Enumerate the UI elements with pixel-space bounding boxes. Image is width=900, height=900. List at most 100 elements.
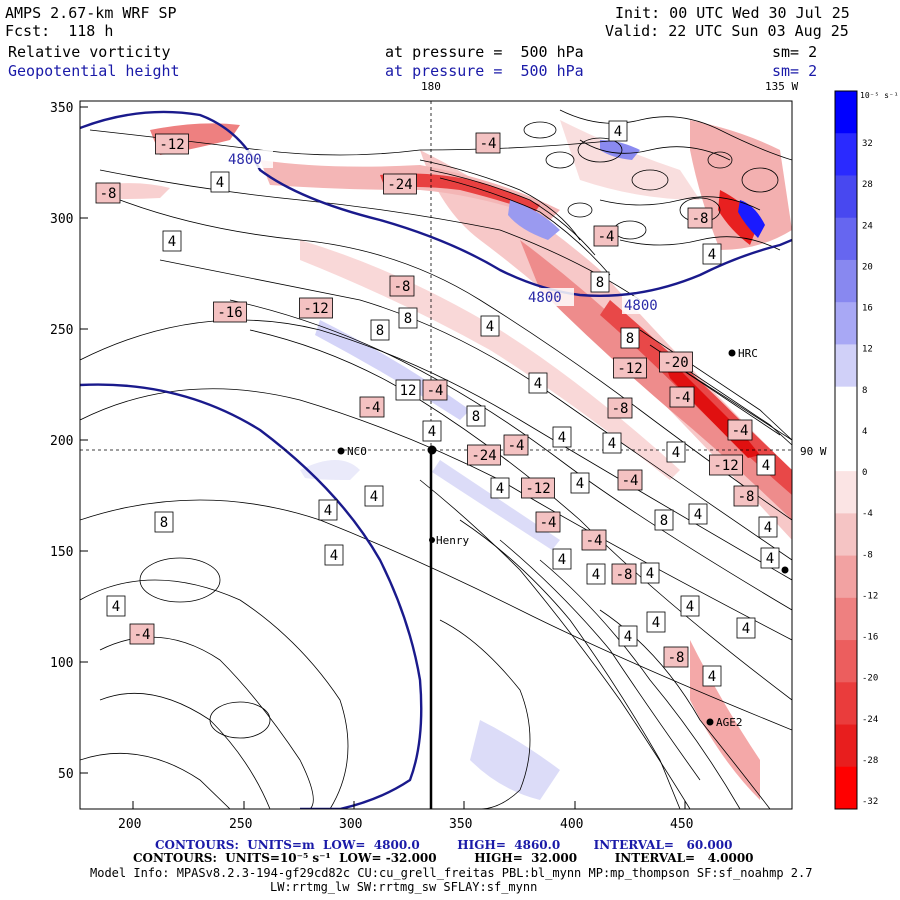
vorticity-label: -4 — [622, 473, 639, 489]
vorticity-label-box — [370, 319, 390, 341]
y-tick-label: 100 — [50, 656, 73, 671]
vorticity-label-box — [760, 547, 780, 569]
vorticity-label-box — [95, 182, 121, 204]
vorticity-label-box — [607, 397, 633, 419]
colorbar-label: 24 — [862, 221, 873, 231]
vorticity-label-box — [608, 120, 628, 142]
x-tick-label: 400 — [560, 817, 583, 832]
colorbar-label: -16 — [862, 633, 878, 643]
vorticity-label: 4 — [496, 481, 504, 497]
vorticity-label-box — [593, 225, 619, 247]
vorticity-label-box — [590, 271, 610, 293]
colorbar-label: -28 — [862, 756, 878, 766]
vorticity-label: 4 — [534, 376, 542, 392]
height-label: 4800 — [624, 298, 658, 314]
vorticity-label: 4 — [428, 424, 436, 440]
vorticity-label: 4 — [686, 599, 694, 615]
vorticity-label-box — [324, 544, 344, 566]
vorticity-label: 4 — [762, 458, 770, 474]
vorticity-label: 4 — [766, 551, 774, 567]
vorticity-label: -8 — [692, 211, 709, 227]
vorticity-label: -12 — [617, 361, 642, 377]
vorticity-label-box — [709, 454, 743, 476]
vorticity-label: 4 — [330, 548, 338, 564]
vorticity-label-box — [359, 396, 385, 418]
vorticity-label: 4 — [558, 552, 566, 568]
lon-label-90w: 90 W — [800, 445, 827, 458]
vorticity-label: 4 — [168, 234, 176, 250]
vorticity-label: -16 — [217, 305, 242, 321]
lon-label-135w: 135 W — [765, 80, 798, 93]
valid-time: Valid: 22 UTC Sun 03 Aug 25 — [605, 22, 849, 40]
y-tick-label: 150 — [50, 545, 73, 560]
vorticity-label-box — [395, 379, 421, 401]
colorbar-swatch — [835, 344, 857, 388]
colorbar-swatch — [835, 471, 857, 514]
colorbar-label: -8 — [862, 550, 873, 560]
field1-name: Relative vorticity — [8, 43, 171, 61]
vorticity-label-box — [756, 454, 776, 476]
field2-name: Geopotential height — [8, 62, 180, 80]
vorticity-label-box — [490, 477, 510, 499]
stations: NCO Henry HRC AGE2 — [337, 347, 789, 729]
colorbar-label: -4 — [862, 509, 873, 519]
vorticity-label: -4 — [586, 533, 603, 549]
vorticity-label: -24 — [471, 448, 496, 464]
vorticity-label: 8 — [596, 275, 604, 291]
colorbar-label: 32 — [862, 139, 873, 149]
vorticity-label-box — [618, 625, 638, 647]
vorticity-label-box — [758, 516, 778, 538]
vorticity-label: 4 — [708, 669, 716, 685]
vorticity-label-box — [669, 386, 695, 408]
vorticity-label-box — [299, 297, 333, 319]
vorticity-label-box — [155, 133, 189, 155]
vorticity-label-box — [422, 420, 442, 442]
vorticity-label: -8 — [394, 279, 411, 295]
colorbar-swatch — [835, 217, 857, 261]
vorticity-label-box — [503, 434, 529, 456]
vorticity-label-box — [467, 444, 501, 466]
y-tick-label: 300 — [50, 212, 73, 227]
vorticity-label: -24 — [387, 177, 412, 193]
vorticity-label: 4 — [624, 629, 632, 645]
vorticity-label: 4 — [742, 621, 750, 637]
vorticity-label-box — [688, 503, 708, 525]
vorticity-label-box — [535, 511, 561, 533]
field2-smoothing: sm= 2 — [772, 62, 818, 80]
colorbar-swatch — [835, 597, 857, 641]
vorticity-label: 8 — [626, 331, 634, 347]
vorticity-label: 4 — [112, 599, 120, 615]
vorticity-label-box — [389, 275, 415, 297]
footer-vorticity-contours: CONTOURS: UNITS=10⁻⁵ s⁻¹ LOW= -32.000 HI… — [133, 851, 754, 865]
vorticity-label-box — [383, 173, 417, 195]
vorticity-label-box — [528, 372, 548, 394]
colorbar-swatch — [835, 513, 857, 557]
vorticity-label: -12 — [713, 458, 738, 474]
vorticity-label-box — [680, 595, 700, 617]
vorticity-label: 4 — [608, 436, 616, 452]
vorticity-label: 4 — [486, 319, 494, 335]
field1-pressure: at pressure = 500 hPa — [385, 43, 584, 61]
vorticity-label: 4 — [764, 520, 772, 536]
vorticity-label: 4 — [672, 445, 680, 461]
vorticity-label-box — [364, 485, 384, 507]
vorticity-label-box — [617, 469, 643, 491]
colorbar-swatch — [835, 302, 857, 345]
vorticity-label-box — [475, 132, 501, 154]
vorticity-label: 4 — [614, 124, 622, 140]
vorticity-label-box — [736, 617, 756, 639]
footer-physics: LW:rrtmg_lw SW:rrtmg_sw SFLAY:sf_mynn — [270, 880, 538, 894]
vorticity-label-box — [521, 477, 555, 499]
vorticity-label-box — [654, 509, 674, 531]
vorticity-label: 4 — [646, 566, 654, 582]
vorticity-label-box — [480, 315, 500, 337]
vorticity-label-box — [702, 243, 722, 265]
y-tick-label: 200 — [50, 434, 73, 449]
vorticity-label-box — [154, 511, 174, 533]
station-label: AGE2 — [716, 716, 743, 729]
colorbar-unit: 10⁻⁵ s⁻¹ — [860, 91, 899, 100]
vorticity-label: -4 — [427, 383, 444, 399]
vorticity-label: 4 — [592, 567, 600, 583]
vorticity-label-box — [613, 357, 647, 379]
colorbar-swatch — [835, 724, 857, 768]
